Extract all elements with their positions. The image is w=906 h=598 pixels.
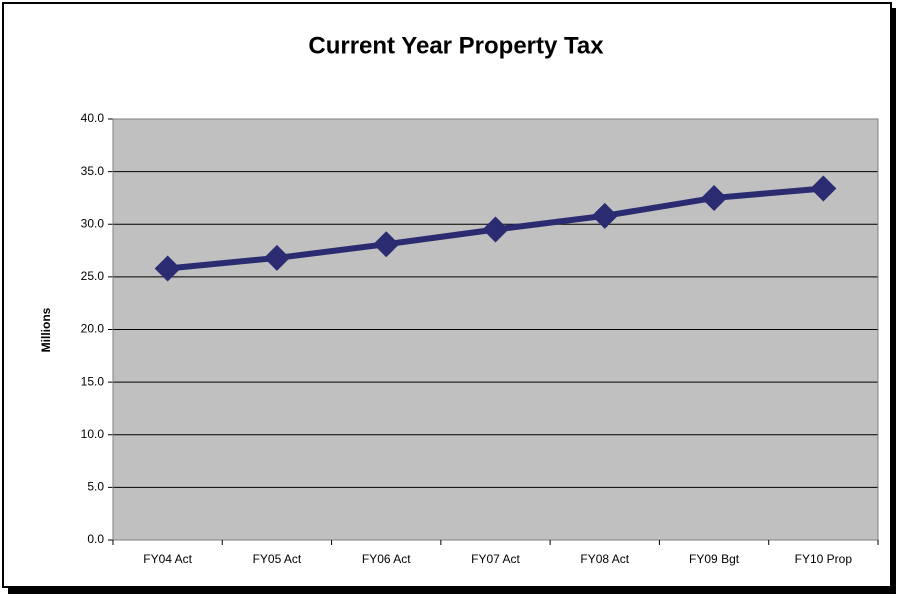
y-tick-label: 0.0 <box>87 532 104 546</box>
marker <box>591 202 618 229</box>
plot-border <box>112 118 879 541</box>
x-tick-label: FY09 Bgt <box>689 552 740 566</box>
y-tick-label: 15.0 <box>81 374 105 388</box>
x-tick-label: FY05 Act <box>253 552 302 566</box>
marker <box>154 255 181 282</box>
marker <box>373 231 400 258</box>
y-tick-label: 5.0 <box>87 480 104 494</box>
marker <box>482 216 509 243</box>
y-tick-label: 20.0 <box>81 322 105 336</box>
x-tick-label: FY04 Act <box>143 552 192 566</box>
y-tick-label: 10.0 <box>81 427 105 441</box>
y-tick-label: 30.0 <box>81 216 105 230</box>
y-tick-label: 40.0 <box>81 111 105 125</box>
marker <box>263 244 290 271</box>
chart-title: Current Year Property Tax <box>308 32 604 59</box>
y-tick-label: 35.0 <box>81 164 105 178</box>
marker <box>701 184 728 211</box>
marker <box>810 175 837 202</box>
y-axis-label: Millions <box>39 307 53 352</box>
x-tick-label: FY06 Act <box>362 552 411 566</box>
y-tick-label: 25.0 <box>81 269 105 283</box>
x-tick-label: FY07 Act <box>471 552 520 566</box>
x-tick-label: FY08 Act <box>580 552 629 566</box>
x-tick-label: FY10 Prop <box>795 552 853 566</box>
